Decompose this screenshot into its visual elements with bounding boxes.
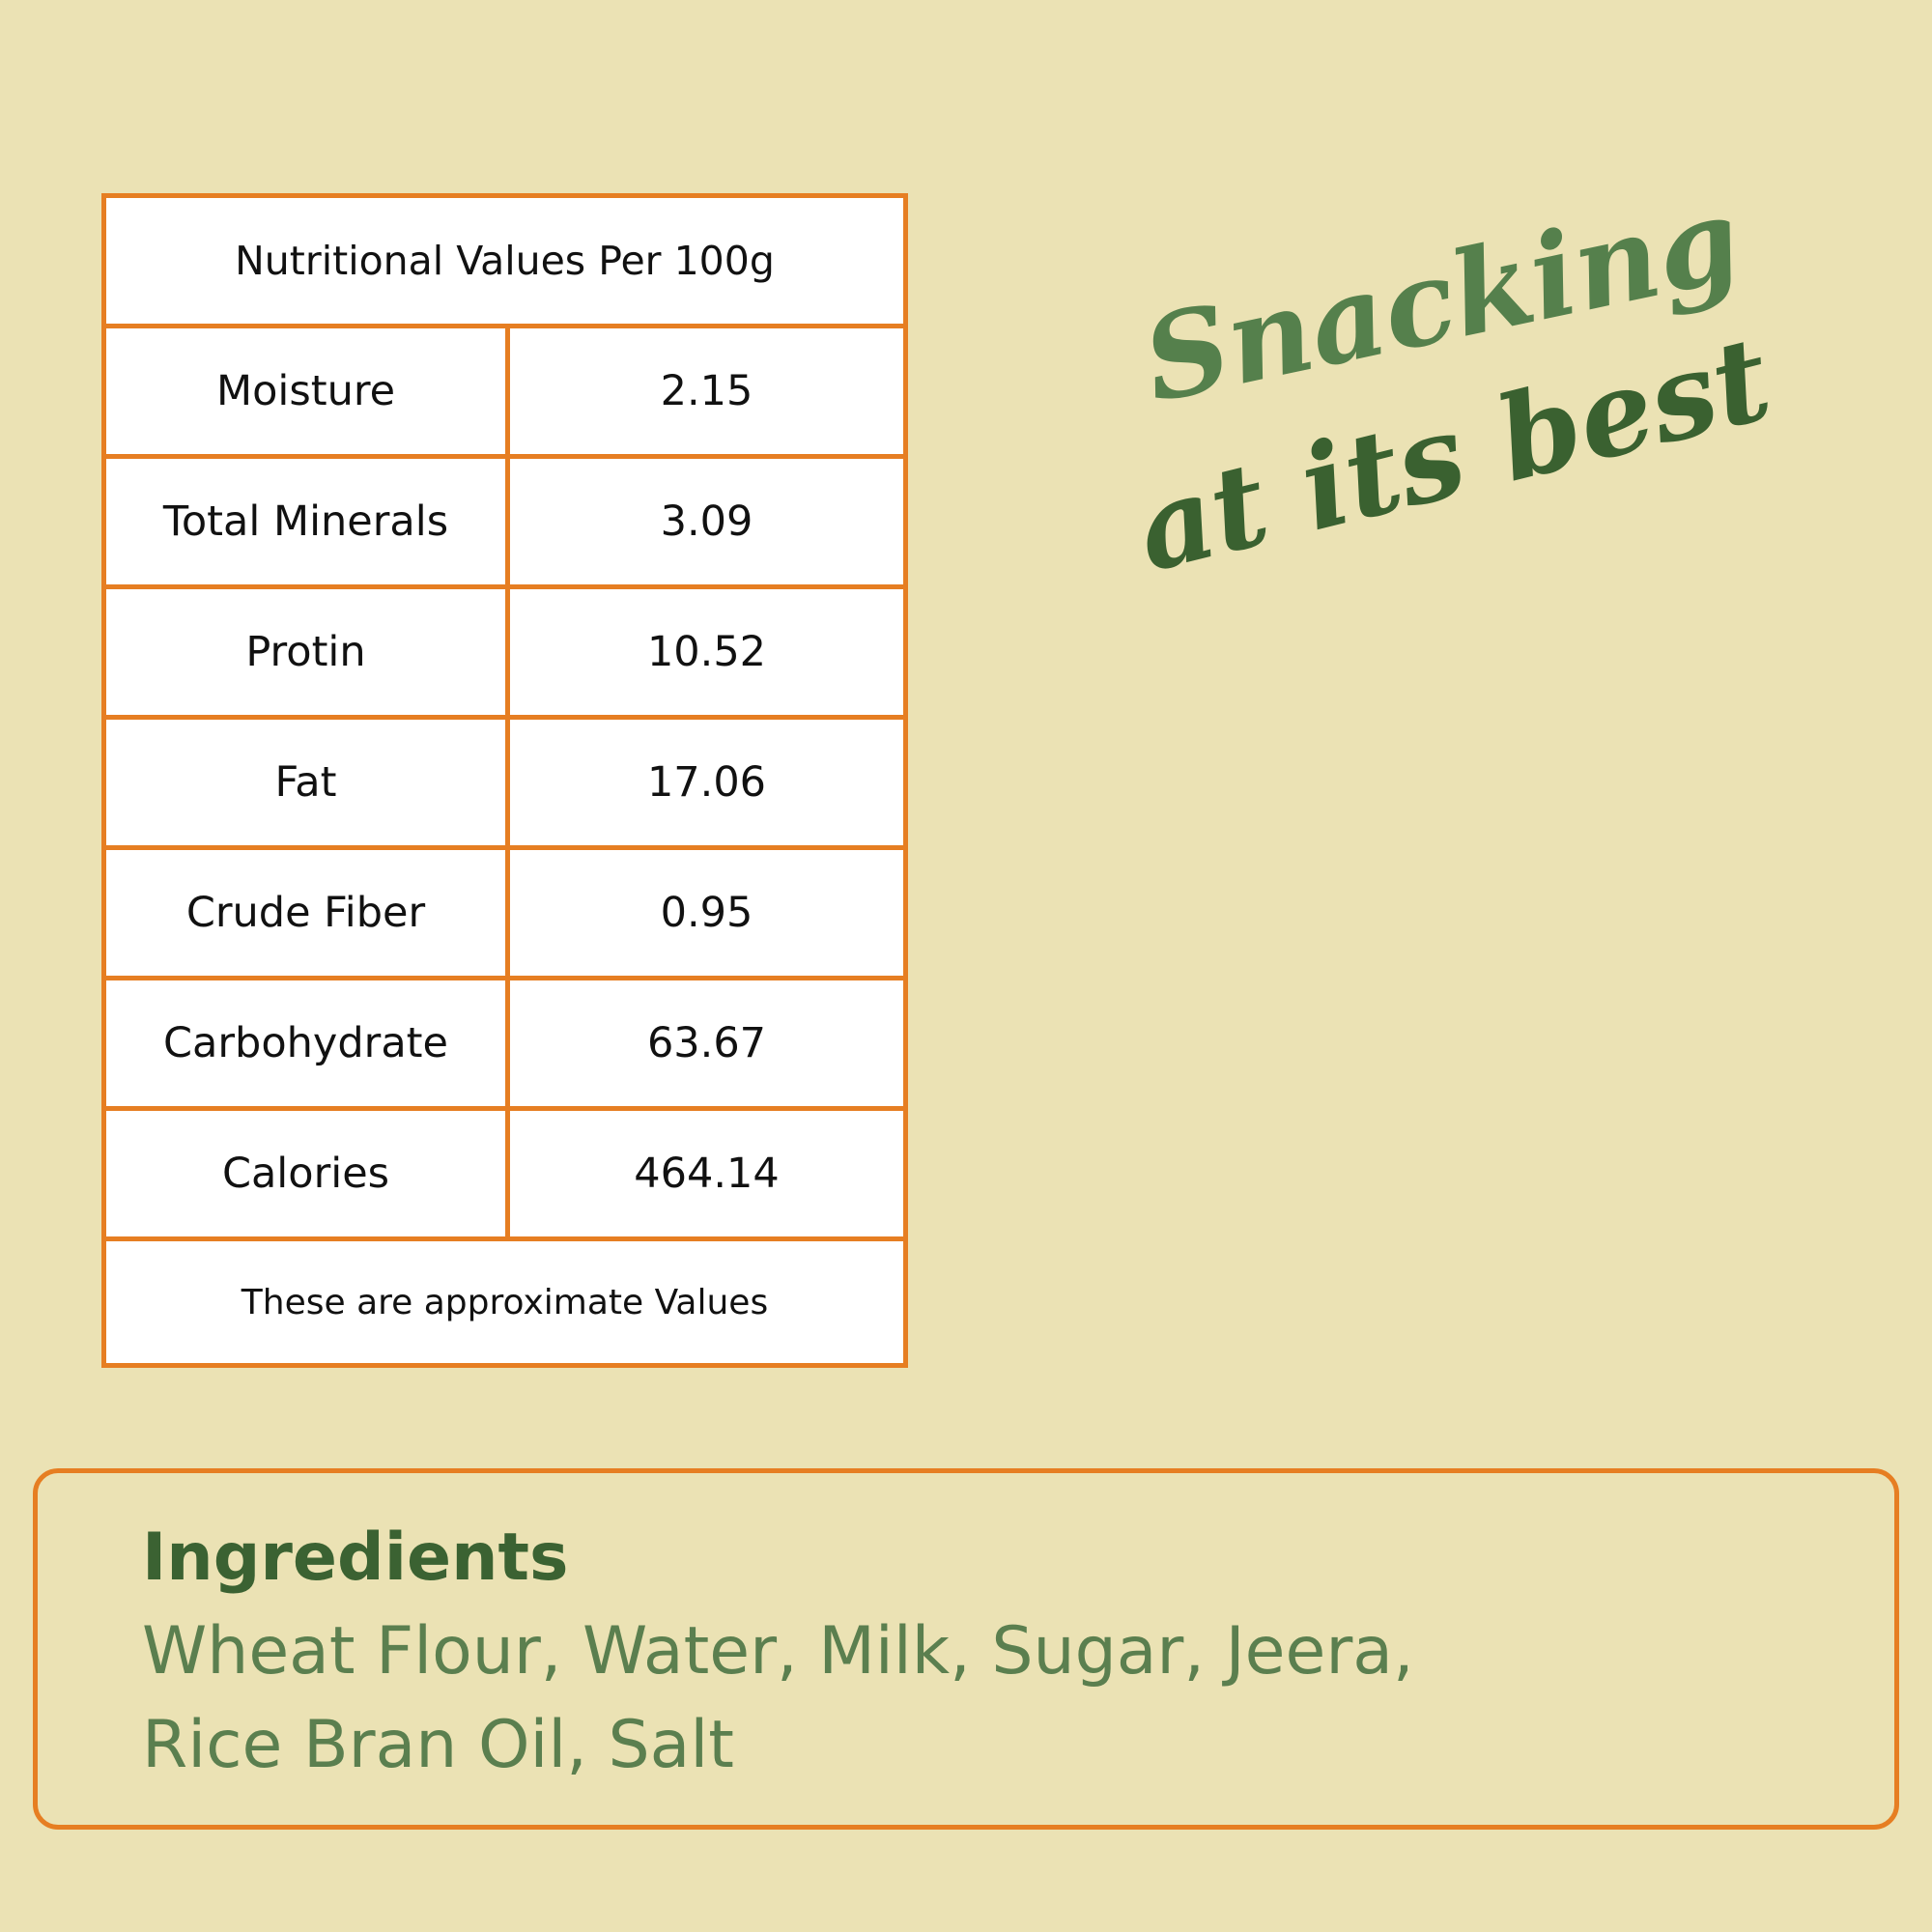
ingredients-line-2: Rice Bran Oil, Salt [142,1707,734,1783]
nutrient-value: 464.14 [634,1150,780,1198]
ingredients-box: Ingredients Wheat Flour, Water, Milk, Su… [33,1468,1899,1830]
table-row: Protin 10.52 [106,589,903,720]
nutrient-value: 0.95 [660,889,753,937]
nutrient-value: 10.52 [646,628,767,676]
nutrient-label: Protin [106,589,510,715]
table-title: Nutritional Values Per 100g [106,198,903,328]
nutrient-label: Moisture [106,328,510,454]
nutrient-label: Carbohydrate [106,980,510,1106]
ingredients-title: Ingredients [142,1520,569,1596]
ingredients-line-1: Wheat Flour, Water, Milk, Sugar, Jeera, [142,1613,1414,1690]
table-footnote: These are approximate Values [241,1282,769,1322]
nutrient-label: Total Minerals [106,459,510,584]
nutrient-label: Calories [106,1111,510,1236]
nutrient-value: 17.06 [646,758,767,807]
nutrient-value: 63.67 [646,1019,767,1067]
table-row: Crude Fiber 0.95 [106,850,903,980]
nutrient-value: 3.09 [660,497,753,546]
nutrition-table: Nutritional Values Per 100g Moisture 2.15… [101,193,908,1368]
table-row: Calories 464.14 [106,1111,903,1241]
nutrient-label: Crude Fiber [106,850,510,976]
table-row: Moisture 2.15 [106,328,903,459]
nutrient-value: 2.15 [660,367,753,415]
table-row: Carbohydrate 63.67 [106,980,903,1111]
table-row: Fat 17.06 [106,720,903,850]
table-row: Total Minerals 3.09 [106,459,903,589]
nutrient-label: Fat [106,720,510,845]
